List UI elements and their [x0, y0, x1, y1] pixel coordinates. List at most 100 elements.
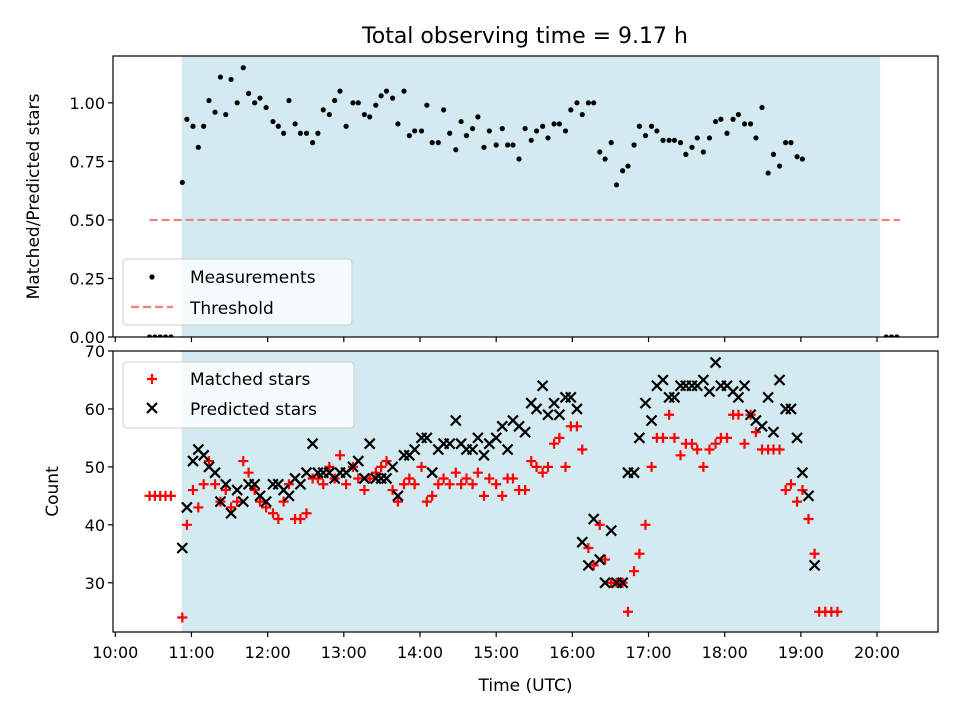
y-tick-label: 0.00 [69, 328, 105, 347]
predicted-stars-point [808, 559, 821, 572]
matched-stars-point [710, 438, 721, 449]
measurement-point [257, 95, 263, 101]
matched-stars-point [491, 479, 502, 490]
matched-stars-point [750, 427, 761, 438]
measurement-point [292, 121, 298, 127]
matched-stars-point [542, 461, 553, 472]
measurement-point [303, 130, 310, 136]
measurement-point [463, 133, 470, 139]
predicted-stars-point [187, 455, 199, 467]
x-tick-label: 17:00 [625, 643, 671, 662]
matched-stars-point [427, 490, 438, 501]
matched-stars-point [295, 514, 306, 525]
measurement-point [712, 118, 719, 125]
predicted-stars-point [478, 449, 490, 462]
predicted-stars-point [738, 379, 751, 392]
measurement-point [337, 88, 343, 94]
measurement-point [179, 179, 185, 186]
predicted-stars-point [300, 466, 313, 479]
x-tick-label: 13:00 [321, 643, 367, 662]
matched-stars-point [283, 479, 294, 490]
measurement-point [776, 163, 783, 169]
y-tick-label: 0.50 [69, 211, 105, 230]
legend-predicted-marker [146, 402, 158, 414]
matched-stars-point [255, 496, 266, 507]
top-legend: Measurements Threshold [122, 258, 353, 326]
legend-measurement-marker [149, 274, 155, 280]
predicted-stars-point [802, 490, 815, 502]
measurement-point [770, 151, 777, 157]
measurement-point [799, 156, 806, 162]
measurement-point [689, 144, 695, 150]
matched-stars-point [629, 566, 640, 577]
measurement-point [389, 95, 396, 101]
measurement-point [735, 111, 742, 118]
matched-stars-point [301, 508, 312, 519]
y-tick-label: 70 [85, 342, 105, 361]
measurement-point [441, 107, 447, 113]
chart-panels: 0.00 0.25 0.50 0.75 1.00 Matched/Predicted st… [24, 55, 939, 696]
predicted-stars-point [380, 472, 393, 485]
matched-stars-point [721, 432, 732, 443]
measurement-point [168, 334, 174, 337]
predicted-stars-point [756, 420, 768, 433]
measurement-point [270, 118, 276, 125]
measurement-point [367, 114, 373, 120]
measurement-point [252, 100, 258, 106]
predicted-stars-point [565, 391, 577, 404]
matched-stars-point [267, 508, 278, 519]
predicted-stars-point [443, 437, 456, 450]
matched-stars-point [467, 479, 478, 490]
matched-stars-point [560, 461, 571, 472]
predicted-stars-point [231, 484, 243, 496]
predicted-stars-point [352, 455, 365, 467]
measurement-point [297, 130, 303, 136]
matched-stars-point [243, 467, 254, 478]
predicted-stars-point [214, 495, 227, 508]
matched-stars-point [370, 467, 381, 478]
matched-stars-point [658, 432, 668, 443]
matched-stars-point [780, 485, 791, 496]
measurement-point [794, 154, 800, 160]
measurement-point [574, 100, 580, 106]
measurement-point [475, 114, 481, 120]
predicted-stars-point [219, 478, 232, 491]
measurement-point [625, 163, 631, 169]
measurement-point [666, 137, 672, 143]
measurement-point [642, 133, 649, 139]
measurement-point [343, 123, 349, 129]
measurement-point [522, 125, 528, 132]
measurement-point [516, 156, 522, 162]
matched-stars-point [785, 479, 796, 490]
measurement-point [152, 334, 158, 337]
measurement-point [528, 137, 534, 143]
y-axis-label: Matched/Predicted stars [24, 93, 44, 299]
matched-stars-point [335, 450, 346, 461]
matched-stars-point [526, 456, 537, 467]
measurement-point [406, 133, 412, 139]
matched-stars-point [669, 432, 680, 443]
measurement-point [162, 334, 169, 337]
measurement-point [585, 100, 591, 106]
predicted-stars-point [490, 432, 502, 444]
matched-stars-point [249, 485, 260, 496]
predicted-stars-point [530, 403, 543, 415]
measurement-point [157, 334, 163, 337]
measurement-point [401, 88, 407, 94]
matched-stars-point [409, 479, 420, 490]
matched-stars-point [416, 461, 427, 472]
matched-stars-point [433, 479, 444, 490]
predicted-stars-point [703, 385, 716, 398]
matched-stars-point [232, 496, 243, 507]
legend-box [122, 258, 353, 326]
matched-stars-point [341, 479, 352, 490]
measurement-point [458, 118, 464, 125]
predicted-stars-point [363, 437, 376, 450]
measurement-point [597, 149, 603, 155]
matched-stars-point [739, 438, 750, 449]
x-tick-label: 10:00 [92, 643, 138, 662]
predicted-stars-point [593, 553, 606, 566]
y-tick-label: 60 [85, 400, 105, 419]
measurement-point [631, 142, 637, 148]
measurement-point [748, 121, 754, 127]
